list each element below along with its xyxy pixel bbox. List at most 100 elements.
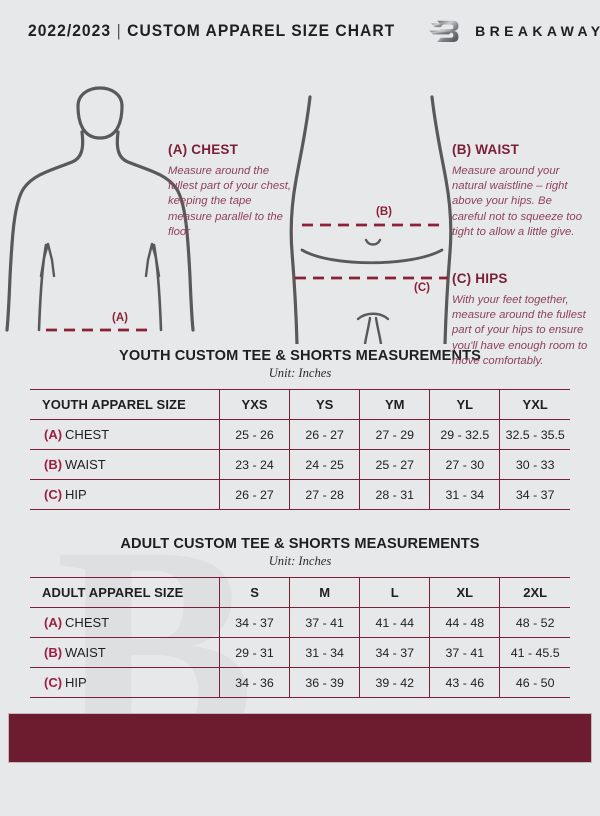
measurement-value-cell: 34 - 37 (515, 487, 555, 502)
body-figures-svg (5, 86, 453, 344)
measurement-value-cell: 27 - 30 (429, 449, 501, 480)
guide-heading-waist: (B) WAIST (452, 142, 520, 157)
adult-table-section: ADULT CUSTOM TEE & SHORTS MEASUREMENTS U… (0, 532, 600, 698)
measurement-value-cell: 26 - 27 (219, 479, 291, 510)
size-header-cell: YXS (219, 389, 291, 420)
measurement-value-cell: 30 - 33 (499, 449, 570, 480)
size-header-cell: S (219, 577, 291, 608)
measurement-name: CHEST (65, 615, 110, 630)
header-title-text: CUSTOM APPAREL SIZE CHART (127, 21, 396, 40)
brand-name: BREAKAWAY (475, 23, 600, 39)
youth-table-section: YOUTH CUSTOM TEE & SHORTS MEASUREMENTS U… (0, 344, 600, 510)
measurement-value-cell: 34 - 37 (359, 637, 431, 668)
size-header-cell: YS (289, 389, 361, 420)
measurement-value-cell: 31 - 34 (289, 637, 361, 668)
measurement-value-cell: 39 - 42 (359, 667, 431, 698)
brand-lockup: BREAKAWAY (427, 14, 600, 48)
guide-body-waist: Measure around your natural waistline – … (452, 165, 583, 238)
size-header-cell: YL (429, 389, 501, 420)
measurement-value-cell: 31 - 34 (429, 479, 501, 510)
table-row: (C) HIP 34 - 36 36 - 39 39 - 42 43 - 46 46 - 5… (30, 667, 570, 698)
youth-table-title: YOUTH CUSTOM TEE & SHORTS MEASUREMENTS (119, 348, 481, 364)
measurement-name: HIP (65, 675, 87, 690)
breakaway-b-monogram-icon (429, 20, 459, 43)
measurement-value-cell: 36 - 39 (289, 667, 361, 698)
guide-block-waist: (B) WAIST Measure around your natural wa… (452, 142, 588, 240)
measurement-value-cell: 44 - 48 (429, 607, 501, 638)
measurement-value-cell: 27 - 29 (359, 419, 431, 450)
adult-table-unit: Unit: Inches (268, 554, 332, 568)
measurement-value-cell: 23 - 24 (219, 449, 291, 480)
table-header-row: YOUTH APPAREL SIZE YXS YS YM YL YXL (30, 389, 570, 420)
table-header-row: ADULT APPAREL SIZE S M L XL 2XL (30, 577, 570, 608)
measurement-value-cell: 34 - 36 (219, 667, 291, 698)
header-separator: | (116, 21, 122, 40)
measurement-code: (B) (44, 457, 63, 472)
measurement-value-cell: 29 - 32.5 (429, 419, 501, 450)
table-row: (A) CHEST 25 - 26 26 - 27 27 - 29 29 - 32.5 32… (30, 419, 570, 450)
youth-size-table: YOUTH APPAREL SIZE YXS YS YM YL YXL (A) CHEST 25… (30, 389, 570, 510)
measurement-label-cell: (A) CHEST (30, 419, 220, 450)
measurement-label-cell: (C) HIP (30, 479, 220, 510)
size-column-header: ADULT APPAREL SIZE (30, 577, 220, 608)
measurement-value-cell: 26 - 27 (289, 419, 361, 450)
measurement-code: (B) (44, 645, 63, 660)
size-header-cell: M (289, 577, 361, 608)
table-row: (A) CHEST 34 - 37 37 - 41 41 - 44 44 - 48 48 -… (30, 607, 570, 638)
measurement-code: (A) (44, 615, 63, 630)
armpit-marks (39, 242, 161, 278)
measurement-value-cell: 34 - 37 (219, 607, 291, 638)
measurement-value-cell: 25 - 26 (219, 419, 291, 450)
size-header-cell: XL (429, 577, 501, 608)
measurement-value-cell: 32.5 - 35.5 (499, 419, 570, 450)
measurement-value-cell: 29 - 31 (219, 637, 291, 668)
measurement-name: WAIST (65, 645, 106, 660)
measurement-name: WAIST (65, 457, 106, 472)
guide-heading-hips: (C) HIPS (452, 271, 508, 286)
measurement-illustration-section: (A) (B) (C) (A) CHEST Measure around the… (0, 62, 600, 367)
size-header-cell: YXL (499, 389, 570, 420)
adult-size-table: ADULT APPAREL SIZE S M L XL 2XL (A) CHEST 34 - 3… (30, 577, 570, 698)
measurement-value-cell: 25 - 27 (359, 449, 431, 480)
measurement-code: (C) (44, 487, 63, 502)
measurement-value-cell: 28 - 31 (359, 479, 431, 510)
figure-label-chest: (A) (112, 312, 128, 324)
page-header: 2022/2023 | CUSTOM APPAREL SIZE CHART BREA… (0, 0, 600, 62)
hip-figure (289, 95, 453, 344)
measurement-value-cell: 43 - 46 (429, 667, 501, 698)
measurement-value-cell: 41 - 44 (359, 607, 431, 638)
measurement-value-cell: 41 - 45.5 (499, 637, 570, 668)
guide-heading-chest: (A) CHEST (168, 142, 239, 157)
torso-inner-sides (37, 243, 163, 332)
size-header-cell: YM (359, 389, 431, 420)
youth-table-unit: Unit: Inches (268, 366, 332, 380)
measurement-label-cell: (C) HIP (30, 667, 220, 698)
measurement-value-cell: 37 - 41 (429, 637, 501, 668)
guide-block-chest: (A) CHEST Measure around the fullest par… (168, 142, 296, 240)
header-year: 2022/2023 (28, 21, 112, 40)
measurement-value-cell: 37 - 41 (289, 607, 361, 638)
navel-mark (364, 238, 382, 246)
measurement-code: (A) (44, 427, 63, 442)
table-row: (B) WAIST 23 - 24 24 - 25 25 - 27 27 - 30 30 -… (30, 449, 570, 480)
table-row: (C) HIP 26 - 27 27 - 28 28 - 31 31 - 34 34 - 3… (30, 479, 570, 510)
figure-label-waist: (B) (376, 206, 392, 218)
guide-body-chest: Measure around the fullest part of your … (168, 165, 292, 238)
measurement-label-cell: (A) CHEST (30, 607, 220, 638)
adult-table-title: ADULT CUSTOM TEE & SHORTS MEASUREMENTS (120, 536, 480, 552)
size-header-cell: 2XL (499, 577, 570, 608)
measurement-value-cell: 48 - 52 (499, 607, 570, 638)
measurement-name: CHEST (65, 427, 110, 442)
measurement-value-cell: 24 - 25 (289, 449, 361, 480)
size-column-header: YOUTH APPAREL SIZE (30, 389, 220, 420)
measurement-code: (C) (44, 675, 63, 690)
measurement-value-cell: 27 - 28 (289, 479, 361, 510)
guide-block-hips: (C) HIPS With your feet together, measur… (452, 271, 592, 369)
measurement-value-cell: 46 - 50 (515, 675, 555, 690)
figure-label-hips: (C) (414, 282, 430, 294)
measurement-name: HIP (65, 487, 87, 502)
guide-body-hips: With your feet together, measure around … (452, 294, 588, 367)
page-title: 2022/2023 | CUSTOM APPAREL SIZE CHART (28, 21, 395, 41)
size-header-cell: L (359, 577, 431, 608)
torso-figure (5, 86, 195, 332)
